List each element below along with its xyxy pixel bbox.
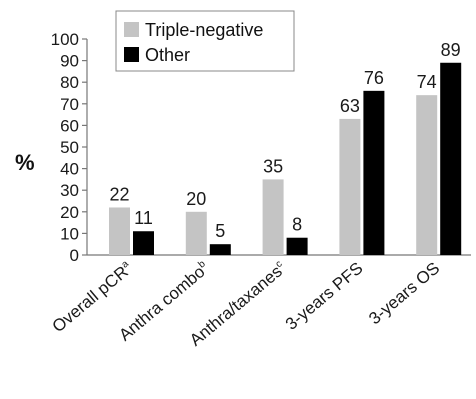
- bar-triple-negative: [416, 95, 438, 255]
- y-tick-label: 90: [60, 52, 79, 71]
- legend-swatch: [124, 22, 139, 37]
- bar-triple-negative: [109, 207, 130, 255]
- legend: Triple-negative Other: [115, 10, 295, 72]
- data-label: 11: [134, 208, 153, 228]
- data-label: 8: [292, 215, 302, 235]
- data-label: 22: [109, 184, 129, 204]
- axes: 0 10 20 30 40 50 60 70 80 90 100: [51, 30, 471, 265]
- y-tick-label: 80: [60, 73, 79, 92]
- data-label: 5: [215, 221, 225, 241]
- x-tick-label: 3-years PFS: [282, 259, 367, 334]
- bar-other: [209, 244, 231, 255]
- data-label: 35: [263, 156, 283, 176]
- data-label: 63: [340, 96, 360, 116]
- x-tick-label: 3-years OS: [365, 259, 443, 329]
- data-label: 76: [364, 68, 384, 88]
- y-tick-label: 100: [51, 30, 79, 49]
- y-tick-label: 50: [60, 138, 79, 157]
- legend-box: [115, 10, 295, 72]
- bar-triple-negative: [185, 211, 207, 255]
- data-label: 20: [186, 189, 206, 209]
- y-tick-label: 30: [60, 181, 79, 200]
- bar-other: [363, 90, 385, 255]
- legend-swatch: [124, 47, 139, 62]
- y-tick-label: 40: [60, 160, 79, 179]
- bar-triple-negative: [262, 179, 284, 255]
- bar-other: [440, 62, 462, 256]
- y-tick-label: 60: [60, 116, 79, 135]
- y-tick-label: 20: [60, 203, 79, 222]
- y-tick-label: 10: [60, 224, 79, 243]
- data-label: 89: [441, 40, 461, 60]
- y-tick-label: 70: [60, 95, 79, 114]
- y-tick-label: 0: [70, 246, 79, 265]
- legend-label: Other: [145, 45, 190, 65]
- y-axis-label: %: [15, 150, 35, 175]
- bar-other: [133, 231, 154, 255]
- bars: [109, 62, 462, 256]
- legend-label: Triple-negative: [145, 20, 263, 40]
- bar-other: [286, 237, 308, 255]
- bar-triple-negative: [339, 118, 361, 255]
- data-label: 74: [417, 72, 437, 92]
